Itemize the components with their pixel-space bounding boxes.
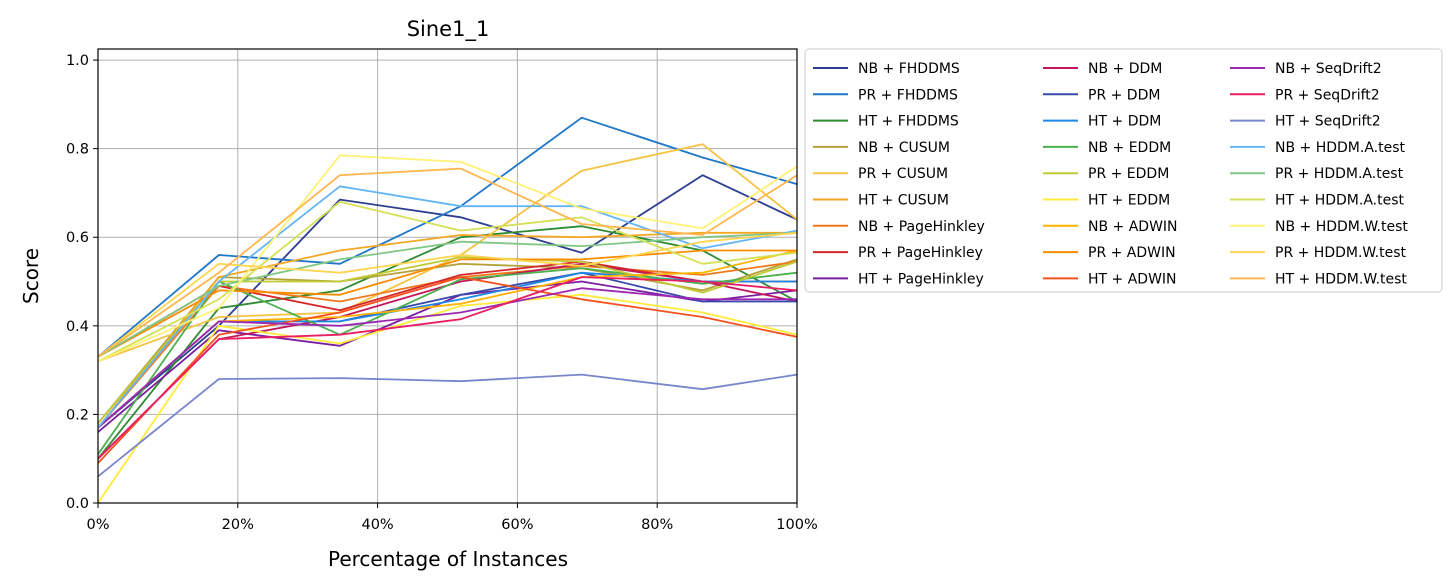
series-line-21	[97, 185, 798, 429]
legend-label: NB + FHDDMS	[858, 61, 960, 77]
plot-frame	[97, 48, 798, 504]
chart-title: Sine1_1	[407, 17, 490, 42]
series-line-9	[97, 262, 798, 460]
legend-label: PR + HDDM.A.test	[1275, 166, 1404, 182]
series-line-5	[97, 231, 797, 429]
series-line-18	[97, 287, 797, 429]
y-tick-label: 0.2	[66, 407, 89, 423]
series-line-24	[97, 154, 798, 363]
y-tick-label: 0.4	[66, 319, 89, 335]
legend-label: PR + SeqDrift2	[1275, 87, 1380, 103]
series-line-20	[97, 373, 798, 478]
legend-label: NB + ADWIN	[1088, 219, 1178, 235]
series-line-16	[97, 249, 797, 358]
legend-label: PR + PageHinkley	[858, 245, 983, 261]
axis-ticks: 0% 20% 40% 60% 80% 100% 0.0 0.2 0.4 0.6 0.8 1.0	[66, 53, 818, 533]
series-line-23	[97, 200, 798, 363]
series-line-17	[97, 276, 798, 464]
legend-label: HT + CUSUM	[858, 193, 949, 209]
legend-label: NB + SeqDrift2	[1275, 61, 1382, 77]
y-tick-label: 0.8	[66, 142, 89, 158]
legend-label: NB + EDDM	[1088, 140, 1171, 156]
legend-label: NB + CUSUM	[858, 140, 950, 156]
legend-label: PR + HDDM.W.test	[1275, 245, 1407, 261]
legend-label: PR + FHDDMS	[858, 87, 958, 103]
legend-box	[804, 48, 1443, 293]
x-axis-label: Percentage of Instances	[328, 547, 568, 571]
y-axis-label: Score	[19, 248, 43, 304]
legend-label: PR + EDDM	[1088, 166, 1169, 182]
x-tick-label: 60%	[501, 517, 533, 533]
y-tick-label: 0.6	[66, 230, 89, 246]
legend-label: HT + DDM	[1088, 114, 1161, 130]
legend-label: NB + DDM	[1088, 61, 1162, 77]
legend-label: NB + PageHinkley	[858, 219, 985, 235]
series-line-22	[97, 231, 798, 358]
legend-label: PR + DDM	[1088, 87, 1160, 103]
y-tick-label: 1.0	[66, 53, 89, 69]
legend-label: HT + FHDDMS	[858, 114, 959, 130]
series-line-25	[97, 231, 798, 358]
legend: NB + FHDDMS PR + FHDDMS HT + FHDDMS NB + CU…	[804, 48, 1443, 293]
x-tick-label: 0%	[86, 517, 109, 533]
y-tick-label: 0.0	[66, 496, 89, 512]
legend-label: HT + HDDM.W.test	[1275, 271, 1407, 287]
legend-label: PR + CUSUM	[858, 166, 948, 182]
legend-label: HT + ADWIN	[1088, 271, 1177, 287]
series-line-26	[97, 167, 798, 358]
legend-label: HT + HDDM.A.test	[1275, 193, 1405, 209]
legend-label: HT + PageHinkley	[858, 271, 984, 287]
legend-label: NB + HDDM.A.test	[1275, 140, 1406, 156]
series-line-14	[97, 293, 798, 504]
legend-label: NB + HDDM.W.test	[1275, 219, 1408, 235]
x-tick-label: 80%	[641, 517, 673, 533]
x-tick-label: 20%	[222, 517, 254, 533]
series-line-19	[97, 276, 798, 460]
legend-label: HT + EDDM	[1088, 193, 1170, 209]
x-tick-label: 40%	[361, 517, 393, 533]
series-lines	[97, 116, 798, 504]
x-tick-label: 100%	[776, 517, 817, 533]
legend-label: PR + ADWIN	[1088, 245, 1176, 261]
legend-label: HT + SeqDrift2	[1275, 114, 1381, 130]
